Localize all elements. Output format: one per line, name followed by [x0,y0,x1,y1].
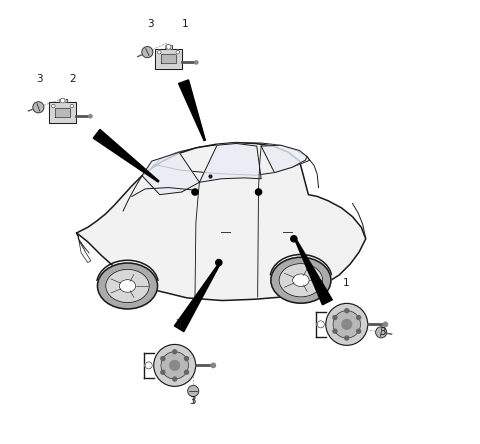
Polygon shape [78,236,91,262]
Text: 1: 1 [343,278,349,288]
Text: 3: 3 [36,74,43,84]
Circle shape [51,104,55,108]
Circle shape [184,357,189,361]
Polygon shape [77,143,366,301]
Polygon shape [59,99,67,103]
Text: 3: 3 [189,396,196,406]
Circle shape [211,363,216,368]
Circle shape [170,361,180,370]
Polygon shape [55,108,70,117]
Polygon shape [199,143,261,182]
Polygon shape [93,129,159,182]
Circle shape [161,352,188,379]
Polygon shape [179,80,205,141]
Circle shape [176,51,180,54]
Polygon shape [174,262,221,332]
Text: 2: 2 [175,319,181,329]
Circle shape [255,189,262,195]
Text: 1: 1 [182,19,189,29]
Circle shape [342,320,352,329]
Circle shape [166,44,171,49]
Circle shape [326,303,368,345]
Circle shape [333,329,337,333]
Circle shape [161,370,165,374]
Circle shape [161,357,165,361]
Circle shape [173,377,177,381]
Circle shape [333,316,337,320]
Ellipse shape [271,257,331,303]
Ellipse shape [119,280,136,292]
Circle shape [60,98,65,103]
Text: 2: 2 [69,74,76,84]
Circle shape [33,102,44,113]
Polygon shape [295,238,332,305]
Polygon shape [142,152,199,194]
Circle shape [216,259,222,266]
Circle shape [154,345,196,386]
Circle shape [195,61,198,64]
Circle shape [70,104,74,108]
Text: 3: 3 [380,327,386,337]
Ellipse shape [279,264,323,297]
Circle shape [357,329,360,333]
Ellipse shape [97,263,157,309]
Polygon shape [156,48,182,69]
Polygon shape [161,54,176,63]
Circle shape [89,115,92,118]
Circle shape [345,336,349,340]
Circle shape [333,311,360,338]
Polygon shape [165,45,172,48]
Circle shape [188,385,199,396]
Ellipse shape [106,270,149,303]
Circle shape [376,327,387,338]
Polygon shape [49,103,76,123]
Circle shape [317,321,324,328]
Text: 3: 3 [147,19,153,29]
Polygon shape [261,145,307,173]
Circle shape [192,189,198,195]
Circle shape [345,309,349,313]
Circle shape [357,316,360,320]
Circle shape [142,47,153,58]
Ellipse shape [293,274,309,286]
Circle shape [184,370,189,374]
Circle shape [173,350,177,354]
Circle shape [145,362,152,369]
Circle shape [383,322,387,327]
Circle shape [291,236,297,242]
Circle shape [157,51,161,54]
